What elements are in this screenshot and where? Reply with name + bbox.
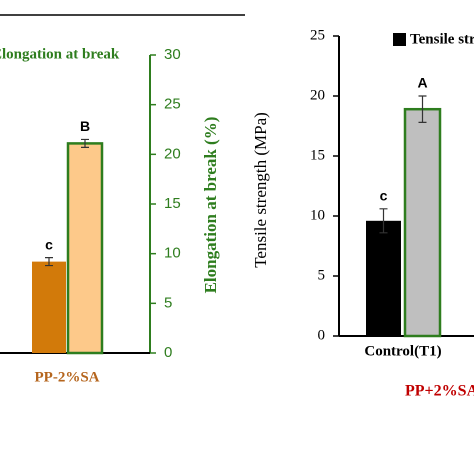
y-axis-title: Elongation at break (%)	[201, 117, 220, 294]
y-tick-label: 5	[164, 294, 172, 311]
significance-letter: c	[45, 236, 53, 252]
bar	[32, 261, 66, 353]
y-tick-label: 30	[164, 46, 181, 63]
y-tick-label: 20	[310, 87, 325, 103]
bar	[366, 220, 401, 336]
y-tick-label: 15	[164, 195, 181, 212]
bar	[66, 142, 104, 355]
error-bar	[418, 95, 427, 123]
y-tick-label: 15	[310, 147, 325, 163]
y-tick-label: 5	[318, 267, 326, 283]
y-tick-label: 25	[164, 96, 181, 113]
error-bar	[45, 257, 53, 267]
x-tick-label: Control(T1)	[364, 343, 441, 359]
legend-marker	[393, 33, 406, 46]
y-tick-label: 10	[310, 207, 325, 223]
x-tick-label: PP-2%SA	[35, 369, 100, 385]
legend-label: Elongation at break	[0, 46, 120, 62]
y-axis-title: Tensile strength (MPa)	[251, 112, 270, 268]
y-tick-label: 10	[164, 245, 181, 262]
y-tick-label: 0	[318, 327, 326, 343]
significance-letter: A	[417, 75, 427, 91]
significance-letter: c	[380, 188, 388, 204]
error-bar	[81, 138, 89, 148]
y-tick-label: 20	[164, 145, 181, 162]
significance-letter: B	[80, 118, 90, 134]
legend-label: Tensile strength	[410, 31, 474, 47]
y-tick-label: 0	[164, 344, 172, 361]
y-tick-label: 25	[310, 27, 325, 43]
footer-label: PP+2%SA	[405, 383, 474, 400]
error-bar	[379, 208, 388, 234]
bar	[403, 107, 442, 338]
